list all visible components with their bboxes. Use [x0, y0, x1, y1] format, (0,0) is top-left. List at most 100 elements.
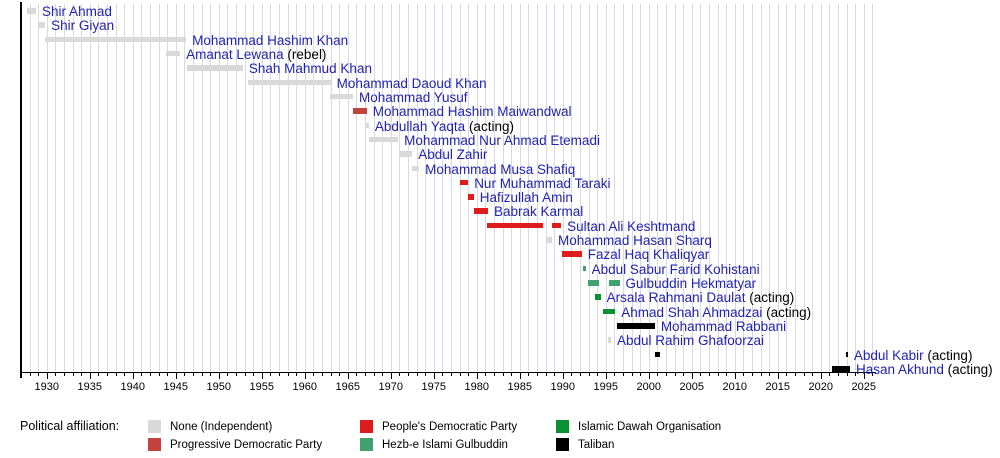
axis-minor-tick [459, 371, 461, 376]
axis-minor-tick [657, 371, 659, 376]
person-name-link[interactable]: Babrak Karmal [493, 204, 584, 220]
timeline-row-label: Ahmad Shah Ahmadzai (acting) [621, 304, 811, 320]
grid-line [451, 4, 452, 371]
axis-minor-tick [210, 371, 212, 376]
timeline-bar[interactable] [561, 251, 582, 257]
timeline-row-label: Mohammad Hashim Khan [192, 32, 349, 48]
axis-minor-tick [55, 371, 57, 376]
person-name-link[interactable]: Fazal Haq Khaliqyar [587, 247, 710, 263]
timeline-bar[interactable] [831, 366, 851, 372]
timeline-bar[interactable] [412, 165, 420, 172]
axis-minor-tick [468, 371, 470, 376]
person-name-link[interactable]: Abdul Zahir [418, 147, 488, 163]
person-name-link[interactable]: Shir Giyan [51, 18, 115, 34]
axis-major-tick [347, 371, 349, 379]
person-name-link[interactable]: Mohammad Nur Ahmad Etemadi [404, 132, 600, 148]
person-name-link[interactable]: Nur Muhammad Taraki [474, 175, 611, 191]
timeline-row-label: Shir Ahmad [42, 5, 112, 19]
axis-year-label: 1945 [163, 381, 189, 393]
person-name-link[interactable]: Mohammad Daoud Khan [336, 75, 487, 91]
person-name-link[interactable]: Mohammad Hashim Maiwandwal [372, 104, 572, 120]
timeline-bar[interactable] [616, 323, 655, 329]
grid-line [511, 4, 513, 371]
timeline-bar[interactable] [366, 122, 369, 129]
grid-line [184, 4, 186, 371]
timeline-row-label: Abdul Zahir [418, 148, 487, 162]
timeline-bar[interactable] [27, 8, 37, 14]
axis-minor-tick [700, 371, 702, 376]
grid-line [141, 4, 143, 371]
grid-line [614, 4, 616, 371]
axis-minor-tick [571, 371, 573, 376]
timeline-bar[interactable] [45, 36, 187, 43]
person-name-link[interactable]: Hasan Akhund [856, 362, 944, 377]
grid-line [399, 4, 401, 371]
timeline-bar[interactable] [595, 294, 601, 300]
grid-line [795, 4, 796, 371]
timeline-bar[interactable] [845, 351, 848, 358]
timeline-bar[interactable] [399, 151, 413, 157]
person-name-link[interactable]: Mohammad Hashim Khan [192, 32, 349, 48]
timeline-bar[interactable] [329, 93, 353, 100]
timeline-bar[interactable] [248, 79, 331, 86]
timeline-bar[interactable] [166, 50, 181, 57]
person-name-link[interactable]: Mohammad Musa Shafiq [425, 161, 576, 177]
person-name-link[interactable]: Abdul Kabir [853, 347, 924, 363]
grid-line [132, 4, 134, 371]
axis-minor-tick [184, 371, 186, 376]
person-name-link[interactable]: Mohammad Hasan Sharq [558, 233, 712, 249]
timeline-bar[interactable] [460, 179, 469, 186]
axis-minor-tick [743, 371, 745, 376]
axis-minor-tick [588, 371, 590, 376]
axis-year-label: 2015 [765, 381, 791, 393]
grid-line [752, 4, 753, 371]
axis-minor-tick [795, 371, 796, 376]
timeline-bar[interactable] [369, 136, 399, 143]
axis-major-tick [863, 371, 865, 379]
timeline-bar[interactable] [608, 280, 620, 286]
timeline-bar[interactable] [608, 337, 611, 343]
axis-minor-tick [408, 371, 409, 376]
timeline-bar[interactable] [582, 265, 586, 272]
timeline-bar[interactable] [547, 237, 553, 243]
person-name-link[interactable]: Amanat Lewana [186, 46, 284, 62]
timeline-bar[interactable] [352, 108, 367, 114]
person-name-link[interactable]: Abdul Rahim Ghafoorzai [616, 333, 765, 349]
person-name-link[interactable]: Mohammad Yusuf [358, 89, 468, 105]
timeline-bar[interactable] [186, 65, 243, 71]
timeline-row-label: Gulbuddin Hekmatyar [626, 277, 757, 291]
timeline-row-label: Shah Mahmud Khan [249, 62, 372, 76]
timeline-bar[interactable] [551, 222, 562, 229]
axis-major-tick [519, 371, 521, 379]
axis-minor-tick [330, 371, 332, 376]
person-name-link[interactable]: Shah Mahmud Khan [248, 61, 372, 77]
axis-year-label: 1965 [335, 381, 361, 393]
axis-minor-tick [872, 371, 874, 376]
person-name-link[interactable]: Ahmad Shah Ahmadzai [621, 304, 763, 320]
grid-line [855, 4, 857, 371]
person-name-link[interactable]: Gulbuddin Hekmatyar [625, 276, 757, 292]
timeline-row-label: Babrak Karmal [494, 205, 583, 219]
axis-year-label: 1995 [593, 381, 619, 393]
grid-line [803, 4, 805, 371]
timeline-bar[interactable] [603, 308, 616, 315]
timeline-bar[interactable] [473, 208, 488, 214]
person-name-link[interactable]: Arsala Rahmani Daulat [606, 290, 746, 306]
timeline-bar[interactable] [468, 194, 474, 200]
axis-minor-tick [451, 371, 452, 376]
person-name-link[interactable]: Hafizullah Amin [479, 190, 573, 206]
grid-line [64, 4, 65, 371]
grid-line [382, 4, 384, 371]
person-name-link[interactable]: Mohammad Rabbani [660, 319, 787, 335]
axis-minor-tick [98, 371, 100, 376]
person-name-link[interactable]: Abdullah Yaqta [374, 118, 466, 134]
timeline-bar[interactable] [487, 222, 543, 229]
timeline-bar[interactable] [38, 22, 46, 28]
timeline-bar[interactable] [587, 280, 599, 286]
person-name-link[interactable]: Shir Ahmad [42, 4, 112, 19]
timeline-bar[interactable] [654, 351, 660, 358]
person-name-link[interactable]: Sultan Ali Keshtmand [567, 218, 696, 234]
person-name-link[interactable]: Abdul Sabur Farid Kohistani [591, 261, 760, 277]
grid-line [623, 4, 624, 371]
axis-minor-tick [717, 371, 719, 376]
